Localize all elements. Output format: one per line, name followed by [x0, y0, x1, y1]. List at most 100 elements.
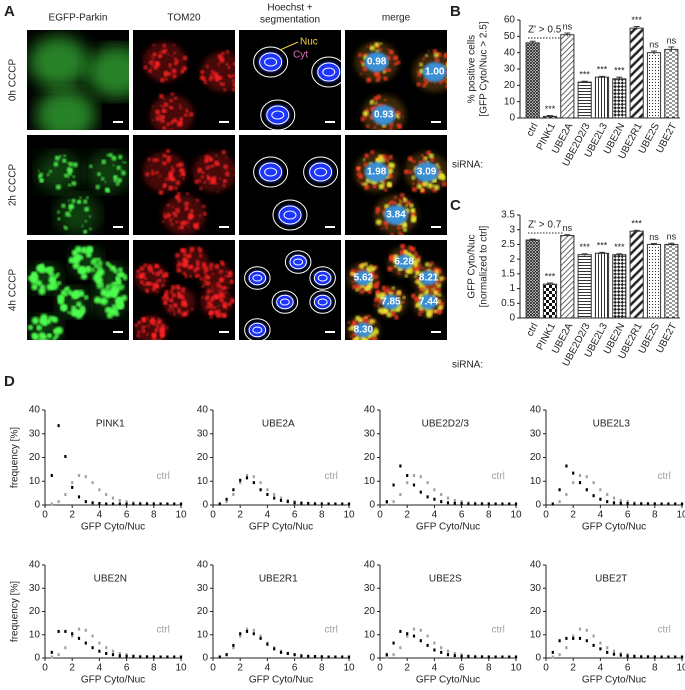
y-axis-label: frequency [%] [10, 581, 21, 642]
speckle [217, 191, 219, 194]
ctrl-label: ctrl [157, 625, 170, 636]
speckle [417, 286, 420, 289]
speckle [167, 150, 170, 153]
speckle [155, 280, 159, 283]
speckle [67, 310, 72, 315]
y-tick-label: 0 [34, 500, 40, 511]
annotation: Z' > 0.7 [528, 220, 562, 231]
speckle [97, 172, 101, 177]
segmentation-contour [264, 167, 278, 177]
speckle [145, 281, 150, 286]
speckle [398, 125, 402, 129]
speckle [185, 108, 188, 112]
speckle [438, 283, 442, 286]
speckle [357, 167, 360, 170]
speckle [408, 245, 413, 250]
speckle [64, 292, 68, 297]
speckle [430, 157, 435, 162]
speckle [172, 74, 177, 79]
speckle [401, 201, 404, 205]
segmentation-contour [259, 52, 283, 72]
speckle [421, 310, 424, 313]
speckle [381, 285, 387, 291]
speckle [396, 60, 401, 65]
y-axis-label: [GFP Cyto/Nuc > 2.5] [479, 21, 490, 116]
speckle [201, 284, 205, 288]
x-tick-label: 2 [69, 663, 75, 674]
speckle [161, 49, 167, 55]
x-tick-label: 0 [42, 510, 48, 521]
y-tick-label: 20 [29, 452, 41, 463]
speckle [136, 275, 139, 278]
speckle [204, 271, 208, 275]
speckle [428, 266, 432, 269]
speckle [231, 79, 235, 83]
histogram-title: PINK1 [96, 419, 125, 430]
legend-cyt: Cyt [293, 50, 308, 61]
speckle [162, 185, 166, 189]
speckle [424, 80, 429, 85]
speckle [210, 69, 213, 72]
speckle [387, 182, 392, 187]
speckle [406, 200, 411, 206]
significance: *** [597, 241, 608, 251]
speckle [219, 272, 222, 275]
speckle [85, 251, 92, 258]
speckle [354, 337, 360, 340]
speckle [381, 129, 384, 130]
speckle [182, 260, 188, 265]
speckle [162, 126, 166, 130]
speckle [437, 300, 441, 305]
nucleus [278, 205, 302, 225]
speckle [111, 308, 119, 316]
speckle [141, 325, 145, 330]
ctrl-label: ctrl [492, 471, 505, 482]
y-tick-label: 20 [197, 452, 209, 463]
speckle [105, 261, 110, 266]
speckle [83, 230, 87, 234]
speckle [411, 214, 415, 218]
speckle [79, 311, 84, 316]
segmentation-contour [244, 318, 271, 340]
speckle [163, 279, 166, 282]
ctrl-label: ctrl [325, 471, 338, 482]
speckle [405, 268, 411, 274]
speckle [225, 270, 228, 273]
speckle [348, 327, 351, 331]
ctrl-label: ctrl [157, 471, 170, 482]
speckle [180, 248, 185, 253]
speckle [152, 334, 157, 338]
speckle [105, 188, 110, 193]
speckle [416, 183, 423, 189]
nucleus [258, 162, 283, 182]
ratio-label: 3.09 [417, 167, 437, 178]
speckle [370, 267, 375, 272]
speckle [417, 180, 421, 184]
speckle [213, 282, 216, 285]
speckle [396, 290, 402, 295]
speckle [218, 295, 223, 300]
speckle [390, 233, 394, 235]
speckle [151, 321, 155, 326]
speckle [171, 168, 175, 173]
speckle [113, 281, 118, 287]
speckle [189, 246, 195, 252]
bar [594, 76, 610, 119]
speckle [52, 336, 57, 340]
speckle [416, 82, 421, 87]
nucleus [419, 294, 438, 310]
speckle [92, 273, 101, 282]
speckle [395, 293, 398, 296]
speckle [173, 51, 176, 55]
speckle [378, 129, 382, 130]
speckle [177, 198, 182, 203]
speckle [89, 227, 92, 231]
speckle [375, 293, 381, 299]
speckle [160, 118, 165, 123]
x-tick-label: 10 [175, 510, 187, 521]
nucleus [308, 162, 333, 182]
speckle [420, 287, 424, 292]
x-tick-label: 10 [510, 663, 522, 674]
speckle [81, 224, 84, 227]
speckle [32, 333, 40, 340]
